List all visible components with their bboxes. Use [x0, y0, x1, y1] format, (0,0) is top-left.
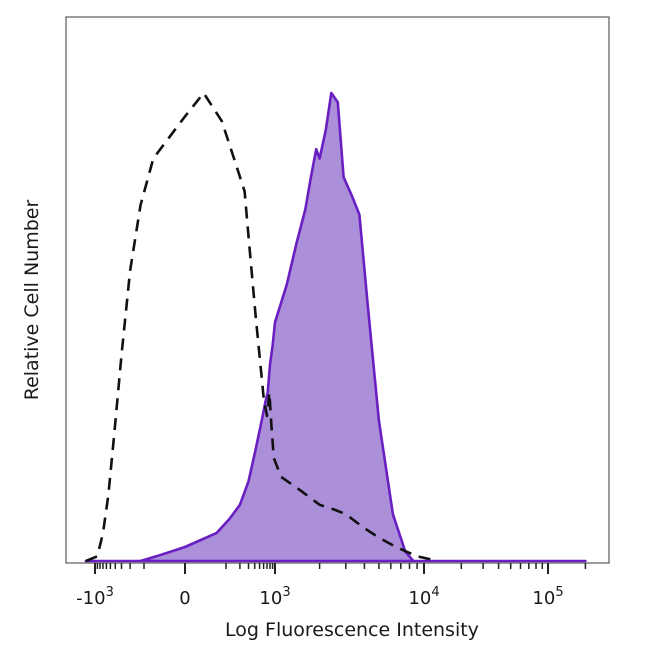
- plot-frame: [65, 16, 610, 564]
- series-layer: [84, 91, 587, 563]
- x-tick-label: 0: [179, 588, 190, 609]
- x-axis-label: Log Fluorescence Intensity: [225, 619, 479, 641]
- x-tick-label: 105: [532, 585, 563, 609]
- x-tick-label: 104: [408, 585, 439, 609]
- x-ticks: -103 0 103 104 105: [76, 563, 587, 609]
- sample-histogram-filled: [84, 91, 587, 563]
- y-axis-label: Relative Cell Number: [21, 200, 43, 401]
- x-tick-label: -103: [76, 585, 114, 609]
- control-histogram-dashed: [85, 91, 439, 563]
- x-tick-label: 103: [259, 585, 290, 609]
